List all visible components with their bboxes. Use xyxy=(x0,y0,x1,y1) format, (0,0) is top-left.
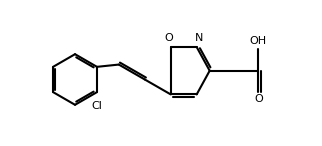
Text: N: N xyxy=(195,33,203,43)
Text: O: O xyxy=(254,94,263,104)
Text: O: O xyxy=(164,33,173,43)
Text: Cl: Cl xyxy=(91,101,102,111)
Text: OH: OH xyxy=(250,36,267,46)
